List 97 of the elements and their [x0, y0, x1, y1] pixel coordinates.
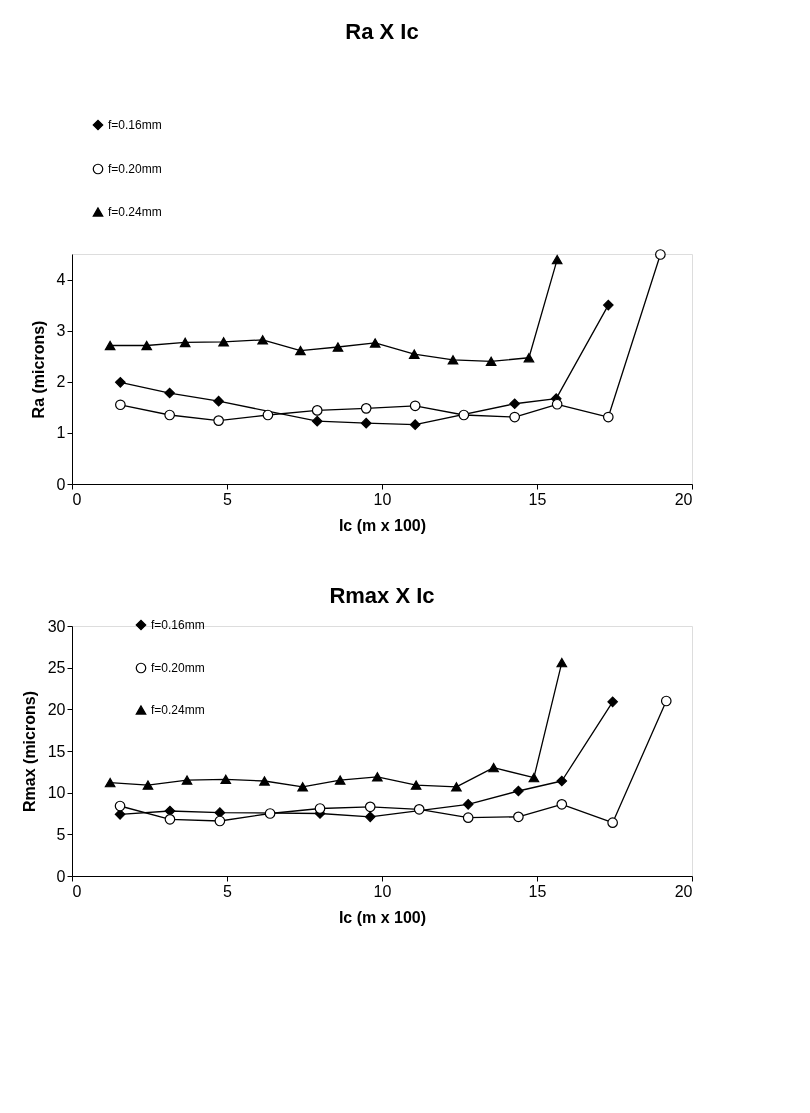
point	[462, 798, 474, 810]
point	[509, 411, 521, 423]
y-tick-label: 1	[56, 424, 66, 442]
point	[410, 780, 422, 790]
point	[602, 299, 614, 311]
x-tick-label: 0	[72, 490, 82, 508]
point	[314, 803, 326, 814]
point	[360, 403, 372, 414]
legend-label: f=0.20mm	[108, 162, 162, 176]
point	[602, 411, 614, 423]
x-tick-label: 20	[674, 882, 693, 900]
point	[451, 782, 462, 792]
point	[334, 775, 346, 785]
legend-label: f=0.24mm	[108, 205, 162, 219]
y-tick-label: 20	[47, 700, 66, 718]
y-tick-label: 3	[56, 322, 66, 340]
point	[513, 785, 524, 797]
point	[655, 249, 666, 260]
legend-label: f=0.24mm	[151, 703, 205, 717]
point	[104, 777, 116, 788]
x-tick-label: 15	[528, 882, 547, 900]
point	[660, 695, 672, 707]
point	[364, 801, 376, 813]
point	[142, 780, 154, 790]
point	[607, 817, 618, 828]
y-tick-label: 25	[47, 659, 66, 677]
y-axis-title: Ra (microns)	[29, 320, 47, 419]
point	[297, 782, 308, 792]
x-tick-label: 0	[72, 882, 82, 900]
y-tick-label: 30	[47, 617, 66, 635]
x-tick-label: 15	[528, 490, 547, 508]
point	[360, 417, 372, 429]
point	[164, 409, 175, 421]
x-tick-label: 5	[223, 490, 233, 508]
point	[488, 762, 499, 773]
y-tick-label: 5	[56, 825, 66, 843]
point	[214, 815, 226, 827]
point	[528, 772, 540, 783]
point	[485, 356, 497, 367]
x-axis-title: Ic (m x 100)	[338, 908, 427, 926]
point	[556, 799, 568, 810]
point	[295, 345, 306, 356]
y-tick-label: 2	[56, 373, 66, 391]
point	[114, 800, 126, 812]
point	[213, 395, 224, 407]
point	[181, 775, 193, 785]
legend-label: f=0.20mm	[151, 661, 205, 675]
point	[259, 776, 270, 786]
y-tick-label: 4	[56, 271, 66, 289]
legend-label: f=0.16mm	[108, 118, 162, 132]
point	[523, 353, 535, 363]
point	[220, 774, 232, 785]
point	[369, 338, 381, 348]
point	[462, 812, 474, 823]
chart-title: Rmax X Ic	[329, 583, 435, 608]
point	[551, 254, 563, 265]
x-tick-label: 20	[674, 490, 693, 508]
point	[372, 772, 383, 782]
point	[104, 340, 116, 351]
legend-label: f=0.16mm	[151, 618, 205, 632]
point	[262, 409, 274, 421]
point	[409, 400, 421, 412]
y-tick-label: 0	[56, 475, 66, 493]
x-axis-title: Ic (m x 100)	[338, 516, 427, 534]
point	[332, 342, 344, 352]
point	[311, 405, 323, 416]
point	[409, 419, 421, 431]
point	[551, 398, 563, 410]
point	[364, 811, 376, 823]
point	[447, 355, 459, 365]
point	[413, 804, 425, 815]
point	[408, 349, 420, 359]
point	[115, 399, 126, 411]
point	[164, 387, 175, 399]
point	[218, 337, 229, 347]
point	[311, 415, 323, 427]
point	[458, 409, 470, 421]
x-tick-label: 5	[223, 882, 233, 900]
point	[264, 808, 276, 819]
point	[607, 696, 618, 708]
point	[556, 657, 568, 668]
y-tick-label: 15	[47, 742, 66, 760]
point	[556, 775, 568, 787]
point	[509, 398, 521, 410]
y-tick-label: 10	[47, 784, 66, 802]
point	[141, 340, 153, 351]
x-tick-label: 10	[373, 882, 392, 900]
point	[213, 415, 224, 426]
point	[164, 814, 176, 825]
chart-title: Ra X Ic	[345, 19, 419, 44]
y-axis-title: Rmax (microns)	[20, 691, 38, 812]
point	[257, 335, 268, 345]
y-tick-label: 0	[56, 867, 66, 885]
point	[513, 811, 524, 823]
point	[179, 337, 191, 348]
point	[115, 376, 126, 388]
x-tick-label: 10	[373, 490, 392, 508]
